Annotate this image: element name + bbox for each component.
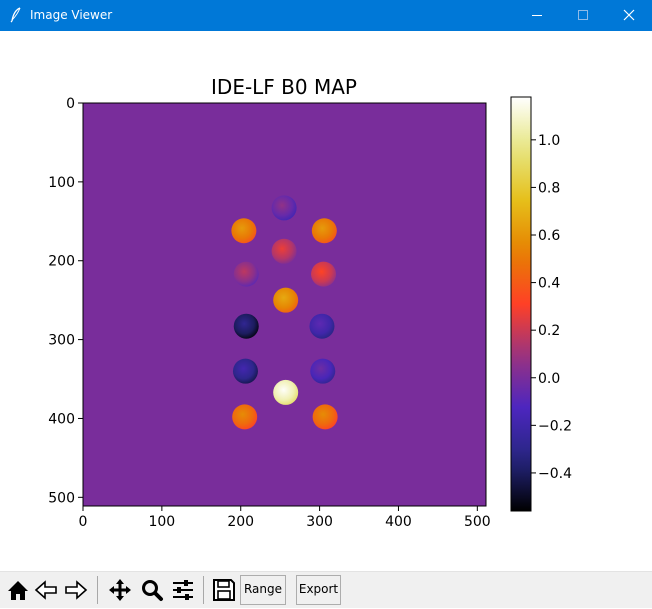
x-tick-label: 100	[148, 514, 175, 530]
y-tick-label: 0	[66, 96, 75, 112]
title-bar: Image Viewer	[0, 0, 652, 31]
save-icon	[213, 579, 235, 601]
phantom-spot	[271, 238, 297, 264]
x-tick-label: 300	[306, 514, 333, 530]
x-tick-label: 400	[385, 514, 412, 530]
colorbar	[510, 96, 532, 512]
close-icon	[623, 9, 635, 21]
zoom-button[interactable]	[140, 575, 164, 605]
close-button[interactable]	[606, 0, 652, 31]
phantom-spot	[310, 358, 336, 384]
colorbar-tick-label: 0.6	[538, 228, 560, 244]
pan-button[interactable]	[108, 575, 132, 605]
phantom-spot	[232, 358, 258, 384]
phantom-spot	[273, 379, 299, 405]
y-tick-label: 500	[48, 490, 75, 506]
toolbar-separator	[97, 576, 98, 604]
phantom-layer	[231, 195, 338, 430]
colorbar-ticks: 1.0 0.8 0.6 0.4 0.2 0.0 −0.2 −0.4	[531, 133, 572, 482]
colorbar-tick-label: −0.2	[538, 418, 572, 434]
feather-icon	[10, 7, 21, 23]
plot-frame	[82, 102, 487, 507]
x-tick-label: 200	[227, 514, 254, 530]
figure-canvas[interactable]: IDE-LF B0 MAP 0 100 200 300 400 500 0 100 200 30…	[0, 31, 652, 571]
range-button[interactable]: Range	[240, 575, 286, 605]
maximize-icon	[578, 10, 588, 20]
y-tick-label: 100	[48, 175, 75, 191]
window-title: Image Viewer	[30, 8, 113, 22]
forward-arrow-icon	[65, 580, 88, 600]
colorbar-tick-label: 0.0	[538, 371, 560, 387]
maximize-button[interactable]	[560, 0, 606, 31]
pan-icon	[109, 579, 131, 601]
chart-title: IDE-LF B0 MAP	[211, 75, 357, 99]
configure-subplots-icon	[173, 580, 193, 600]
phantom-spot	[233, 313, 259, 339]
configure-subplots-button[interactable]	[171, 575, 195, 605]
phantom-spot	[232, 404, 258, 430]
x-tick-label: 0	[79, 514, 88, 530]
colorbar-tick-label: 0.4	[538, 276, 560, 292]
zoom-icon	[142, 580, 163, 601]
home-button[interactable]	[6, 575, 30, 605]
colorbar-tick-label: 0.2	[538, 323, 560, 339]
b0-map-figure: IDE-LF B0 MAP 0 100 200 300 400 500 0 100 200 30…	[48, 75, 572, 530]
minimize-button[interactable]	[514, 0, 560, 31]
phantom-spot	[273, 287, 299, 313]
phantom-spot	[311, 261, 337, 287]
x-axis: 0 100 200 300 400 500	[79, 506, 491, 530]
phantom-spot	[312, 404, 338, 430]
phantom-spot	[271, 195, 297, 221]
colorbar-tick-label: 0.8	[538, 180, 560, 196]
save-button[interactable]	[212, 575, 236, 605]
y-tick-label: 200	[48, 254, 75, 270]
back-button[interactable]	[34, 575, 58, 605]
y-tick-label: 300	[48, 333, 75, 349]
phantom-spot	[309, 313, 335, 339]
phantom-spot	[311, 218, 337, 244]
toolbar-separator	[203, 576, 204, 604]
navigation-toolbar: Range Export	[0, 571, 652, 608]
phantom-spot	[231, 218, 257, 244]
export-button[interactable]: Export	[296, 575, 341, 605]
phantom-spot	[233, 261, 259, 287]
colorbar-tick-label: −0.4	[538, 466, 572, 482]
minimize-icon	[532, 15, 542, 16]
forward-button[interactable]	[64, 575, 88, 605]
y-tick-label: 400	[48, 411, 75, 427]
home-icon	[8, 581, 28, 600]
colorbar-tick-label: 1.0	[538, 133, 560, 149]
back-arrow-icon	[34, 580, 57, 600]
x-tick-label: 500	[464, 514, 491, 530]
y-axis: 0 100 200 300 400 500	[48, 96, 83, 506]
